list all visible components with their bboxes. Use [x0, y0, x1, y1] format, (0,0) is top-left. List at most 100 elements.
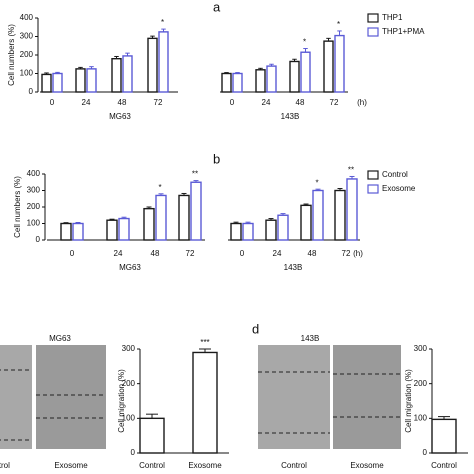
significance: *	[337, 20, 340, 29]
y-tick-label: 300	[414, 344, 428, 353]
legend-swatch	[367, 13, 379, 23]
bar	[289, 60, 300, 93]
group-label: MG63	[109, 112, 131, 121]
y-tick-label: 0	[29, 87, 34, 96]
bar	[118, 217, 130, 241]
bar	[111, 58, 122, 93]
y-tick-label: 0	[423, 448, 428, 457]
y-axis-label: Cell numbers (%)	[7, 24, 16, 86]
x-tick-label: Exosome	[188, 461, 222, 470]
legend-swatch	[367, 27, 379, 37]
y-tick-label: 0	[131, 448, 136, 457]
bar	[86, 68, 97, 93]
error-bar	[75, 222, 81, 224]
micrograph	[258, 345, 330, 449]
x-tick-label: 72	[186, 249, 195, 258]
y-tick-label: 300	[122, 344, 136, 353]
error-bar	[269, 63, 274, 67]
y-tick-label: 100	[27, 219, 41, 228]
significance: **	[192, 170, 198, 179]
panel-letter: b	[213, 151, 220, 166]
error-bar	[63, 222, 69, 224]
legend-label: THP1+PMA	[382, 27, 425, 36]
error-bar	[150, 35, 155, 39]
y-tick-label: 400	[27, 169, 41, 178]
bar	[72, 222, 84, 241]
y-axis-label: Cell migration (%)	[404, 369, 413, 433]
micrograph	[36, 345, 106, 449]
bar	[230, 222, 242, 241]
bar	[312, 189, 324, 241]
error-bar	[78, 66, 83, 69]
error-bar	[224, 72, 229, 74]
bar	[255, 69, 266, 93]
bar	[431, 418, 457, 454]
legend-label: Control	[382, 170, 408, 179]
y-axis-label: Cell migration (%)	[117, 369, 126, 433]
x-tick-label: 24	[273, 249, 282, 258]
image-title: 143B	[301, 334, 320, 343]
y-tick-label: 0	[36, 235, 41, 244]
bar	[139, 417, 165, 454]
bar	[192, 351, 218, 454]
error-bar	[268, 218, 274, 221]
x-tick-label: Control	[431, 461, 457, 470]
x-tick-label: 0	[50, 98, 55, 107]
error-bar	[235, 72, 240, 74]
x-tick-label: 24	[114, 249, 123, 258]
bar	[158, 31, 169, 93]
x-tick-label: 72	[330, 98, 339, 107]
x-tick-label: 48	[151, 249, 160, 258]
x-tick-label: 0	[240, 249, 245, 258]
panel-letter: a	[213, 0, 221, 14]
error-bar	[158, 193, 164, 196]
error-bar	[280, 213, 286, 216]
legend-label: Exosome	[382, 184, 416, 193]
bar	[346, 178, 358, 241]
bar	[265, 219, 277, 241]
panel-letter: d	[252, 321, 259, 336]
x-tick-label: 24	[262, 98, 271, 107]
error-bar	[114, 55, 119, 59]
error-bar	[109, 218, 115, 221]
bar	[334, 34, 345, 93]
error-bar	[121, 216, 127, 219]
significance: **	[348, 166, 354, 175]
bar	[75, 68, 86, 93]
bar	[277, 214, 289, 241]
bar	[178, 194, 190, 241]
bar	[122, 55, 133, 93]
significance: *	[315, 178, 318, 187]
error-bar	[303, 203, 309, 206]
x-tick-label: Control	[139, 461, 165, 470]
bar	[106, 219, 118, 241]
error-bar	[303, 48, 308, 53]
error-bar	[438, 416, 450, 420]
image-label: Control	[281, 461, 307, 470]
error-bar	[125, 52, 130, 56]
significance: *	[303, 38, 306, 47]
bar	[266, 65, 277, 93]
y-tick-label: 300	[20, 32, 34, 41]
group-label: 143B	[284, 263, 303, 272]
micrograph	[333, 345, 401, 449]
y-tick-label: 200	[122, 379, 136, 388]
x-tick-label: 72	[154, 98, 163, 107]
image-label: Exosome	[350, 461, 384, 470]
error-bar	[199, 348, 211, 353]
error-bar	[193, 180, 199, 183]
legend-swatch	[367, 170, 379, 180]
bar	[242, 222, 254, 241]
y-tick-label: 100	[20, 69, 34, 78]
bar	[221, 72, 232, 93]
y-tick-label: 200	[27, 202, 41, 211]
error-bar	[146, 413, 158, 419]
bar	[143, 207, 155, 241]
error-bar	[146, 206, 152, 209]
y-tick-label: 100	[122, 413, 136, 422]
error-bar	[233, 221, 239, 224]
x-tick-label: 48	[308, 249, 317, 258]
significance: ***	[200, 338, 209, 347]
bar	[300, 51, 311, 93]
